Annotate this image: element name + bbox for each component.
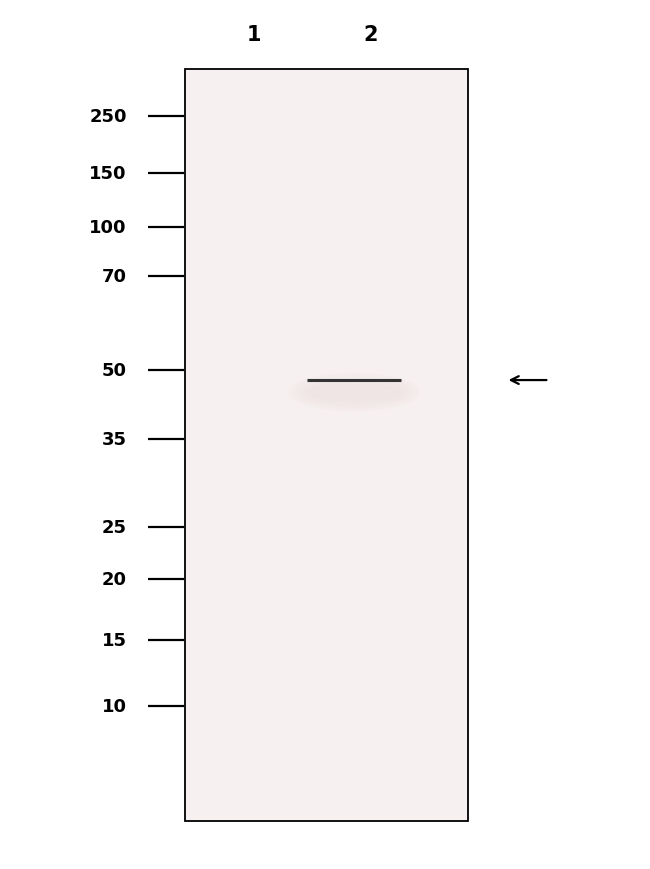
Text: 20: 20: [102, 571, 127, 588]
Text: 2: 2: [363, 25, 378, 44]
Text: 70: 70: [102, 268, 127, 285]
Text: 150: 150: [89, 165, 127, 182]
Text: 1: 1: [246, 25, 261, 44]
Text: 25: 25: [102, 519, 127, 536]
Text: 15: 15: [102, 632, 127, 649]
Text: 250: 250: [89, 109, 127, 126]
Text: 50: 50: [102, 362, 127, 380]
Text: 100: 100: [89, 219, 127, 236]
Text: 10: 10: [102, 698, 127, 715]
Bar: [185, 70, 468, 821]
Text: 35: 35: [102, 431, 127, 448]
